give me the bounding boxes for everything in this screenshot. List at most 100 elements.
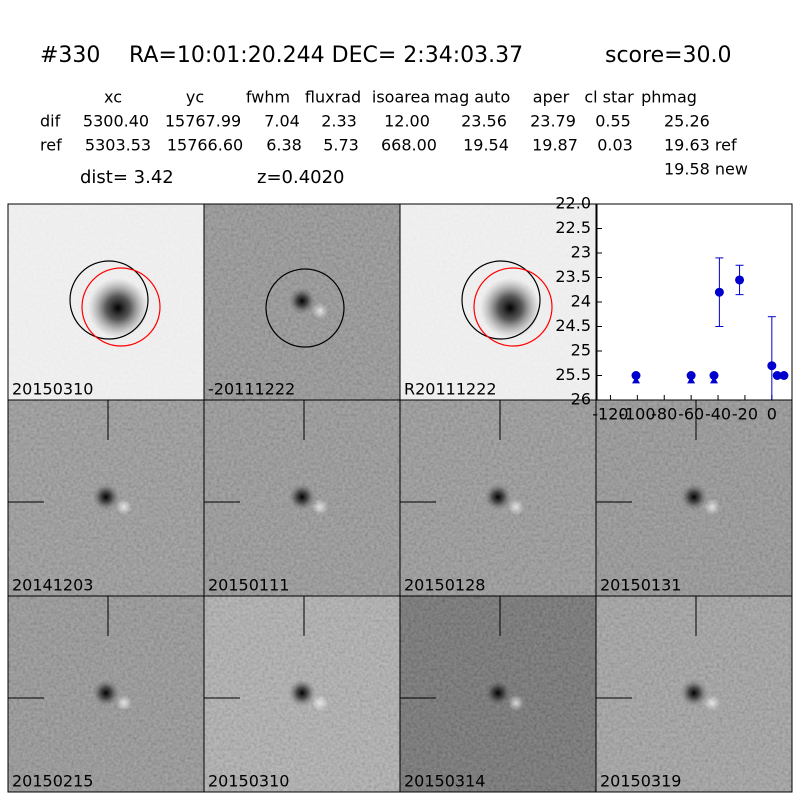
image-panel: 20141203 <box>7 399 205 597</box>
residual <box>312 303 328 319</box>
panel-label: R20111222 <box>404 380 497 399</box>
cell: 15767.99 <box>165 112 241 131</box>
row-label: dif <box>40 112 61 131</box>
x-tick-label: -60 <box>678 405 704 424</box>
panel-label: 20150131 <box>600 576 681 595</box>
source-blob <box>92 483 120 511</box>
panel-label: 20150111 <box>208 576 289 595</box>
column-header: yc <box>186 88 204 107</box>
x-tick-label: -20 <box>732 405 758 424</box>
dif-circle <box>81 267 161 347</box>
point <box>772 371 782 380</box>
cell: 5303.53 <box>85 136 151 155</box>
image-panel: 20150310 <box>203 595 401 793</box>
y-tick-label: 25.5 <box>555 365 591 384</box>
axes-frame <box>596 203 793 401</box>
residual <box>116 695 132 711</box>
point <box>686 371 696 380</box>
image-panel: 20150111 <box>203 399 401 597</box>
residual <box>704 695 720 711</box>
column-header: cl star <box>584 88 634 107</box>
point <box>779 371 789 380</box>
cell: 19.54 <box>463 136 509 155</box>
residual <box>116 499 132 515</box>
point <box>631 371 641 380</box>
cell: 0.03 <box>597 136 633 155</box>
source-blob <box>92 679 120 707</box>
image-panel: R20111222 <box>399 203 597 401</box>
y-tick-label: 22.0 <box>555 194 591 213</box>
row-label: ref <box>40 136 62 155</box>
column-header: fluxrad <box>305 88 361 107</box>
image-panel: 20150215 <box>7 595 205 793</box>
dif-circle <box>473 267 553 347</box>
source-blob <box>484 483 512 511</box>
column-header: aper <box>533 88 570 107</box>
y-tick-label: 22.5 <box>555 218 591 237</box>
y-tick-label: 25 <box>571 341 591 360</box>
panel-label: 20141203 <box>12 576 93 595</box>
x-tick-label: -80 <box>651 405 677 424</box>
point <box>709 371 719 380</box>
source-blob <box>288 679 316 707</box>
limit-marker <box>632 376 640 384</box>
x-tick-label: -100 <box>619 405 655 424</box>
dist: dist= 3.42 <box>80 167 174 188</box>
residual <box>508 695 524 711</box>
cell: 668.00 <box>381 136 437 155</box>
point <box>767 361 777 371</box>
cell: 15766.60 <box>167 136 243 155</box>
cell: 2.33 <box>321 112 357 131</box>
source-blob <box>480 278 540 338</box>
cell: 6.38 <box>266 136 302 155</box>
column-header: phmag <box>641 88 697 107</box>
column-header: xc <box>104 88 122 107</box>
panel-border <box>595 595 793 793</box>
cell: 19.87 <box>532 136 578 155</box>
residual <box>312 695 328 711</box>
axes-bg <box>596 203 793 401</box>
y-tick-label: 26 <box>571 390 591 409</box>
x-tick-label: 0 <box>767 405 777 424</box>
cell: 12.00 <box>384 112 430 131</box>
source-blob <box>88 278 148 338</box>
cell: 5.73 <box>323 136 359 155</box>
panel-label: 20150215 <box>12 772 93 791</box>
source-blob <box>484 679 512 707</box>
cell: 25.26 <box>664 112 710 131</box>
limit-marker <box>710 376 718 384</box>
cell: 23.79 <box>530 112 576 131</box>
column-header: mag auto <box>434 88 511 107</box>
panel-label: -20111222 <box>208 380 295 399</box>
source-blob <box>680 483 708 511</box>
cand-id: #330 <box>40 43 100 68</box>
image-panel: 20150314 <box>399 595 597 793</box>
y-tick-label: 24 <box>571 292 591 311</box>
residual <box>508 499 524 515</box>
column-header: isoarea <box>372 88 430 107</box>
ref-circle <box>69 260 149 340</box>
x-tick-label: -40 <box>705 405 731 424</box>
point <box>714 287 724 297</box>
aperture <box>265 268 345 348</box>
plot-area <box>631 257 789 400</box>
y-tick-label: 24.5 <box>555 316 591 335</box>
coords: RA=10:01:20.244 DEC= 2:34:03.37 <box>129 43 523 68</box>
cell: 7.04 <box>264 112 300 131</box>
point <box>735 275 745 285</box>
limit-marker <box>687 376 696 384</box>
image-panel: 20150310 <box>7 203 205 401</box>
cell: 19.63 ref <box>664 136 737 155</box>
cell: 0.55 <box>595 112 631 131</box>
y-tick-label: 23.5 <box>555 267 591 286</box>
redshift: z=0.4020 <box>257 167 345 188</box>
cell: 23.56 <box>461 112 507 131</box>
image-panel: 20150131 <box>595 399 793 597</box>
panel-label: 20150310 <box>208 772 289 791</box>
score: score=30.0 <box>605 43 732 68</box>
panel-label: 20150319 <box>600 772 681 791</box>
y-tick-label: 23 <box>571 243 591 262</box>
residual <box>704 499 720 515</box>
image-panel: 20150128 <box>399 399 597 597</box>
